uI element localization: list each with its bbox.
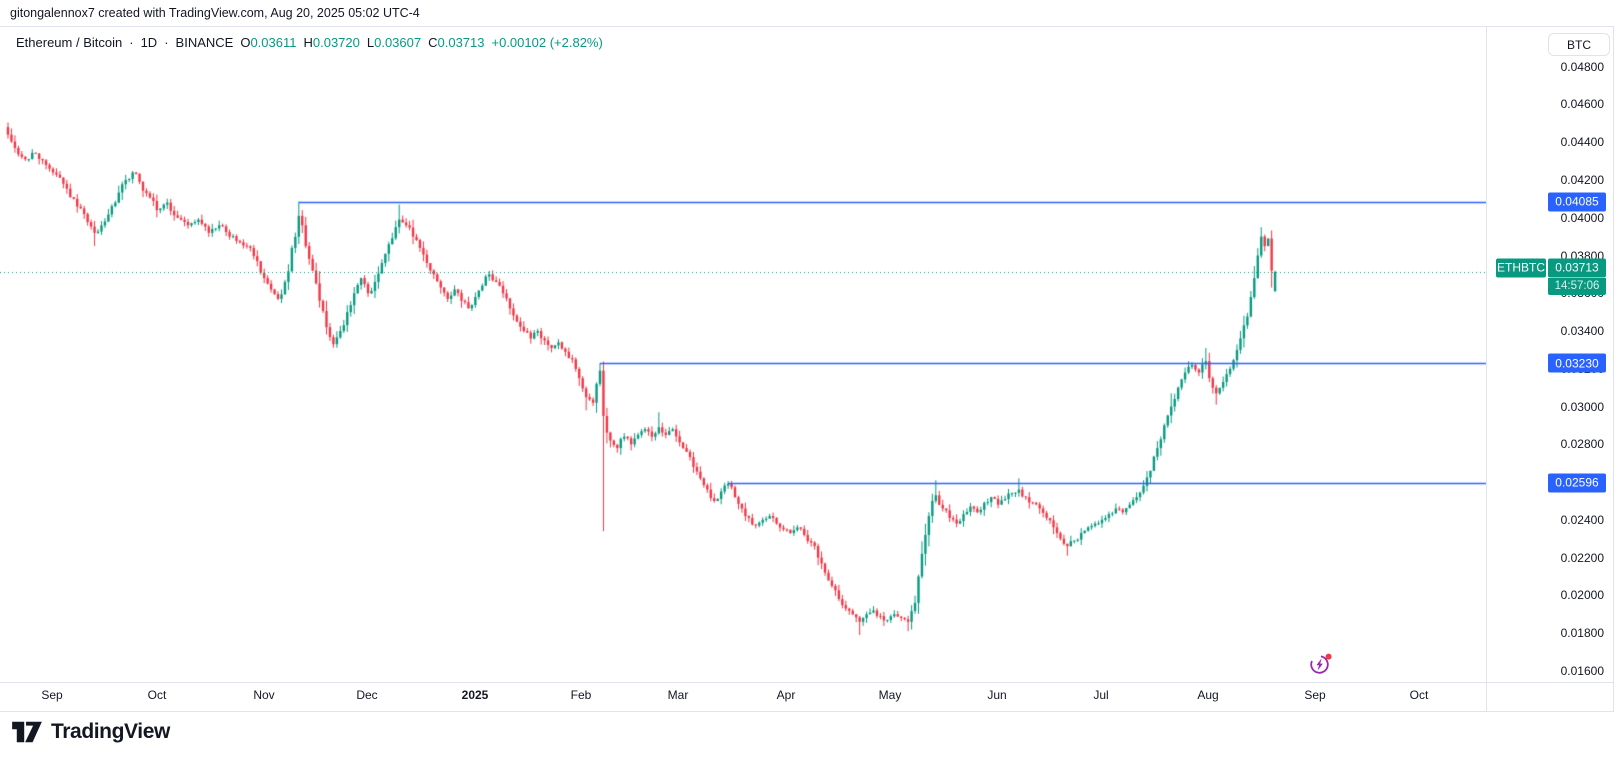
current-symbol-badge: ETHBTC xyxy=(1496,258,1546,278)
time-tick-label: Jul xyxy=(1093,688,1109,702)
tradingview-logo-mark xyxy=(12,721,42,743)
time-tick-label: Nov xyxy=(253,688,275,702)
time-tick-label: Sep xyxy=(1304,688,1326,702)
legend-exchange: BINANCE xyxy=(175,35,234,50)
time-tick-label: Oct xyxy=(147,688,167,702)
top-border xyxy=(0,26,1614,27)
price-level-badge: 0.03230 xyxy=(1548,353,1606,373)
bottom-border xyxy=(0,711,1614,712)
legend-change: +0.00102 (+2.82%) xyxy=(491,35,603,50)
price-level-badge: 0.02596 xyxy=(1548,473,1606,493)
time-tick-label: May xyxy=(878,688,902,702)
lightning-bolt-icon xyxy=(1316,658,1323,671)
tradingview-logo-text: TradingView xyxy=(51,720,170,743)
time-tick-label: Jun xyxy=(987,688,1007,702)
legend-interval[interactable]: 1D xyxy=(140,35,158,50)
current-price-badge: 0.03713 xyxy=(1548,258,1606,278)
legend-separator: · xyxy=(164,35,169,50)
price-tick-label: 0.04000 xyxy=(1560,210,1604,225)
notification-dot xyxy=(1325,653,1332,660)
refresh-circle xyxy=(1310,655,1329,674)
time-tick-label: Aug xyxy=(1197,688,1219,702)
price-tick-label: 0.04800 xyxy=(1560,59,1604,74)
price-tick-label: 0.02400 xyxy=(1560,512,1604,527)
right-border xyxy=(1613,26,1614,711)
legend-close: C0.03713 xyxy=(428,35,485,50)
price-tick-label: 0.02200 xyxy=(1560,550,1604,565)
time-tick-label: 2025 xyxy=(461,688,489,702)
price-tick-label: 0.02000 xyxy=(1560,588,1604,603)
legend-open: O0.03611 xyxy=(240,35,297,50)
time-tick-label: Oct xyxy=(1409,688,1429,702)
current-price-row: ETHBTC 0.03713 xyxy=(1496,258,1606,278)
legend-high: H0.03720 xyxy=(303,35,360,50)
legend-low: L0.03607 xyxy=(366,35,422,50)
price-tick-label: 0.01600 xyxy=(1560,663,1604,678)
price-tick-label: 0.03400 xyxy=(1560,324,1604,339)
symbol-legend[interactable]: Ethereum / Bitcoin · 1D · BINANCE O0.036… xyxy=(16,35,603,50)
price-tick-label: 0.04200 xyxy=(1560,172,1604,187)
legend-separator: · xyxy=(129,35,134,50)
price-level-badge: 0.04085 xyxy=(1548,192,1606,212)
legend-symbol[interactable]: Ethereum / Bitcoin xyxy=(16,35,123,50)
time-tick-label: Apr xyxy=(776,688,796,702)
realtime-refresh-icon[interactable] xyxy=(1309,652,1333,676)
bar-countdown-badge: 14:57:06 xyxy=(1548,277,1606,295)
time-tick-label: Dec xyxy=(356,688,378,702)
time-tick-label: Sep xyxy=(41,688,63,702)
price-tick-label: 0.04600 xyxy=(1560,97,1604,112)
price-tick-label: 0.04400 xyxy=(1560,135,1604,150)
price-tick-label: 0.02800 xyxy=(1560,437,1604,452)
tradingview-logo[interactable]: TradingView xyxy=(10,719,170,745)
price-tick-label: 0.03000 xyxy=(1560,399,1604,414)
price-tick-label: 0.01800 xyxy=(1560,626,1604,641)
currency-unit-button[interactable]: BTC xyxy=(1548,33,1610,56)
time-tick-label: Feb xyxy=(570,688,592,702)
time-tick-label: Mar xyxy=(667,688,689,702)
time-axis-separator xyxy=(0,682,1614,683)
price-scale-separator xyxy=(1486,26,1487,711)
